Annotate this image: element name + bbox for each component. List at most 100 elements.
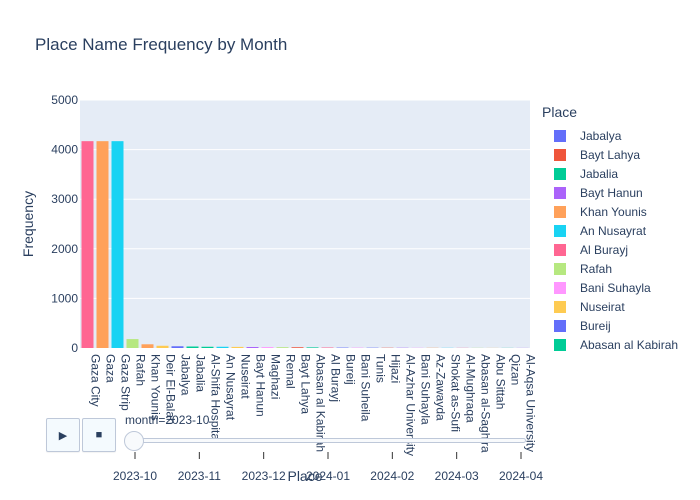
slider-tick-label: 2024-04: [499, 469, 543, 483]
bar[interactable]: [261, 347, 274, 348]
legend-label: Abasan al Kabirah: [580, 337, 679, 352]
legend-swatch: [554, 167, 566, 180]
bar[interactable]: [231, 346, 244, 348]
x-tick-label: Az-Zawayda: [434, 354, 448, 421]
legend-item[interactable]: Abasan al Kabirah: [542, 335, 700, 354]
legend-label: An Nusayrat: [580, 223, 647, 238]
y-tick-label: 0: [71, 341, 78, 355]
legend-label: Bayt Hanun: [580, 185, 643, 200]
bar[interactable]: [111, 141, 124, 348]
x-tick-label: An Nusayrat: [224, 354, 238, 421]
legend-swatch: [554, 300, 566, 313]
slider-current-value: month=2023-10: [125, 413, 210, 427]
legend-label: Bayt Lahya: [580, 147, 641, 162]
bar[interactable]: [246, 347, 259, 348]
bars[interactable]: [81, 141, 529, 348]
legend-label: Bureij: [580, 318, 611, 333]
y-axis-label: Frequency: [20, 191, 36, 257]
legend-label: Bani Suhayla: [580, 280, 651, 295]
y-tick-label: 2000: [51, 242, 78, 256]
x-tick-label: Al-Azhar University: [404, 354, 418, 456]
bar[interactable]: [126, 339, 139, 348]
x-tick-label: Khan Younis: [149, 354, 163, 421]
x-tick-label: Al-Shifa Hospital: [209, 354, 223, 443]
x-tick-label: Remal: [284, 354, 298, 389]
x-tick-label: Rafah: [134, 354, 148, 386]
grid-lines: [80, 99, 530, 299]
legend-title: Place: [542, 104, 578, 120]
legend-item[interactable]: Jabalia: [542, 164, 700, 183]
play-button[interactable]: ▶: [46, 418, 80, 452]
play-icon: ▶: [58, 429, 68, 442]
legend-item[interactable]: An Nusayrat: [542, 221, 700, 240]
x-tick-label: Abasan al-Saghira: [479, 354, 493, 453]
x-tick-label: Bani Suhayla: [419, 354, 433, 425]
x-tick-label: Shokat as-Sufi: [449, 354, 463, 432]
x-axis-label: Place: [287, 468, 322, 484]
legend-label: Al Burayj: [580, 242, 629, 257]
y-tick-label: 3000: [51, 192, 78, 206]
bar[interactable]: [81, 141, 94, 348]
y-tick-label: 5000: [51, 93, 78, 107]
x-tick-label: Gaza: [104, 354, 118, 383]
legend-label: Rafah: [580, 261, 613, 276]
slider-handle[interactable]: [124, 431, 144, 451]
legend-swatch: [554, 129, 566, 142]
bar[interactable]: [141, 344, 154, 348]
legend-item[interactable]: Bayt Lahya: [542, 145, 700, 164]
bar[interactable]: [171, 346, 184, 348]
x-tick-label: Deir El-Balah: [164, 354, 178, 425]
x-tick-label: Abu Sittah: [494, 354, 508, 409]
bar[interactable]: [291, 347, 304, 348]
legend-item[interactable]: Bayt Hanun: [542, 183, 700, 202]
slider-tick-label: 2023-11: [178, 469, 221, 483]
chart-title: Place Name Frequency by Month: [35, 35, 287, 54]
bar[interactable]: [96, 141, 109, 348]
bar[interactable]: [186, 346, 199, 348]
bar[interactable]: [216, 346, 229, 348]
x-tick-label: Bureij: [344, 354, 358, 385]
legend-swatch: [554, 224, 566, 237]
legend-item[interactable]: Jabalya: [542, 126, 700, 145]
x-tick-label: Gaza Strip: [119, 354, 133, 411]
x-tick-label: Hijazi: [389, 354, 403, 383]
stop-button[interactable]: ■: [82, 418, 116, 452]
slider-tick-label: 2024-02: [370, 469, 414, 483]
y-tick-labels: 0 1000 2000 3000 4000 5000: [51, 93, 78, 355]
legend-items: Jabalya Bayt Lahya Jabalia Bayt Hanun Khan Y…: [542, 126, 700, 354]
legend-label: Khan Younis: [580, 204, 647, 219]
x-tick-label: Bani Suheila: [359, 354, 373, 422]
slider-track[interactable]: [130, 438, 526, 443]
x-tick-label: Al Burayj: [329, 354, 343, 402]
legend-item[interactable]: Bani Suhayla: [542, 278, 700, 297]
x-tick-label: Jabalia: [194, 354, 208, 392]
plot-area: [80, 100, 530, 348]
legend-label: Jabalya: [580, 128, 622, 143]
legend-swatch: [554, 205, 566, 218]
legend-item[interactable]: Bureij: [542, 316, 700, 335]
x-tick-label: Jabalya: [179, 354, 193, 396]
y-tick-label: 1000: [51, 291, 78, 305]
bar[interactable]: [276, 347, 289, 348]
x-tick-label: Bayt Hanun: [254, 354, 268, 417]
bar[interactable]: [156, 345, 169, 348]
slider-ticks: 2023-10 2023-11 2023-12 2024-01 2024-02 2024-…: [113, 452, 543, 483]
x-tick-label: Nuseirat: [239, 354, 253, 399]
legend-swatch: [554, 148, 566, 161]
legend-item[interactable]: Rafah: [542, 259, 700, 278]
legend-item[interactable]: Nuseirat: [542, 297, 700, 316]
legend-swatch: [554, 262, 566, 275]
bar[interactable]: [306, 347, 319, 348]
x-tick-label: Al-Aqsa University: [524, 354, 538, 452]
stop-icon: ■: [95, 429, 103, 441]
bar[interactable]: [201, 346, 214, 348]
legend-item[interactable]: Al Burayj: [542, 240, 700, 259]
slider-tick-label: 2023-12: [242, 469, 286, 483]
x-tick-label: Bayt Lahya: [299, 354, 313, 414]
legend-swatch: [554, 186, 566, 199]
y-tick-label: 4000: [51, 143, 78, 157]
legend-item[interactable]: Khan Younis: [542, 202, 700, 221]
slider-tick-label: 2024-03: [435, 469, 479, 483]
x-tick-label: Maghazi: [269, 354, 283, 399]
legend-label: Nuseirat: [580, 299, 625, 314]
